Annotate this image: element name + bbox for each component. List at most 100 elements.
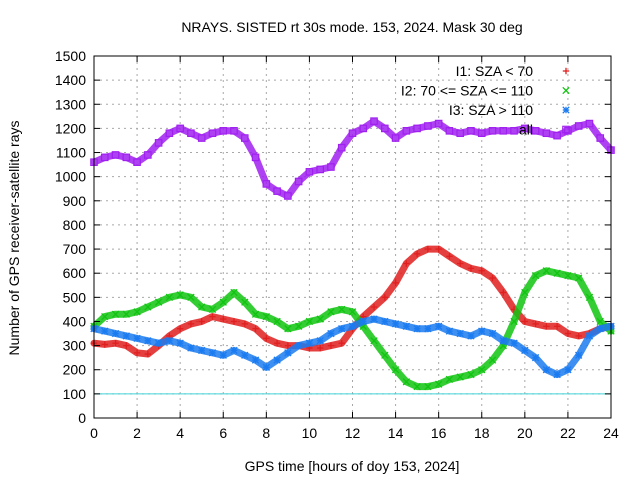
data-point [359,124,368,133]
data-point [122,310,130,318]
data-point [510,317,518,326]
data-point [198,303,206,311]
axis-ticks: 0 2 4 6 8 10 12 14 16 18 20 22 240100200300400500600… [55,48,619,441]
data-point [219,351,227,359]
data-point [219,298,227,306]
data-point [435,322,443,330]
x-tick-label: 0 [90,425,98,441]
data-point [531,354,540,362]
data-point [144,151,152,159]
data-point [327,342,335,349]
data-point [133,158,141,166]
y-tick-label: 0 [78,410,86,426]
data-point [467,332,475,340]
data-point [305,339,314,347]
data-point [251,153,260,162]
data-point [316,315,324,323]
data-point [564,330,572,337]
data-point [338,305,346,314]
data-point [230,127,238,135]
series-trail [90,117,615,200]
data-point [370,303,378,311]
data-point [133,308,141,316]
data-point [424,245,432,253]
data-point [144,337,152,345]
data-point [197,134,206,142]
data-point [348,322,357,330]
y-axis-label: Number of GPS receiver-satellite rays [6,121,22,356]
data-point [391,366,400,374]
data-point [435,245,442,253]
data-point [413,382,421,391]
x-axis-label: GPS time [hours of doy 153, 2024] [245,458,460,474]
data-point [403,260,410,267]
data-point [154,139,163,147]
data-point [133,349,141,357]
y-tick-label: 1100 [56,145,86,161]
data-point [230,288,238,297]
data-point [111,329,120,338]
data-point [521,346,529,355]
data-point [273,187,281,195]
data-point [510,127,518,135]
y-tick-label: 700 [63,241,87,257]
data-point [445,327,454,335]
data-point [273,339,281,347]
data-point [176,339,184,347]
data-point [327,163,335,171]
legend-label: I2: 70 <= SZA <= 110 [401,83,533,99]
data-point [596,134,605,142]
data-point [456,129,465,138]
data-point [402,378,411,386]
data-point [370,315,378,323]
x-tick-label: 24 [603,425,619,441]
x-tick-label: 14 [388,425,404,441]
legend-marker [562,125,570,134]
series-layer [90,117,615,391]
data-point [564,127,572,135]
data-point [176,291,184,299]
data-point [165,293,174,301]
data-point [198,318,205,325]
data-point [467,370,475,379]
data-point [176,124,184,133]
y-tick-label: 600 [63,265,87,281]
data-point [445,127,454,135]
x-tick-label: 8 [262,425,270,441]
data-point [208,129,217,138]
data-point [381,124,389,133]
legend: I1: SZA < 70 I2: 70 <= SZA <= 110 I3: SZA … [401,63,570,138]
data-point [305,317,314,326]
data-point [478,366,486,374]
data-point [542,366,551,374]
legend-marker [562,106,570,114]
y-tick-label: 400 [63,313,87,329]
legend-marker [562,67,570,75]
data-point [263,335,270,342]
data-point [230,318,238,325]
data-point [273,317,281,326]
data-point [488,329,497,338]
data-point [575,351,583,359]
data-point [392,279,399,287]
y-tick-label: 200 [63,362,87,378]
data-point [122,332,130,340]
data-point [220,315,227,323]
data-point [413,325,421,333]
data-point [111,151,120,159]
data-point [230,346,238,355]
data-point [542,267,551,275]
data-point [252,325,259,332]
data-point [176,325,184,332]
data-point [262,180,271,188]
data-point [402,127,411,135]
grid [94,56,611,418]
data-point [456,373,464,381]
data-point [531,127,540,135]
data-point [123,342,130,349]
data-point [208,305,217,314]
data-point [553,131,561,140]
data-point [457,260,464,267]
data-point [112,339,119,347]
